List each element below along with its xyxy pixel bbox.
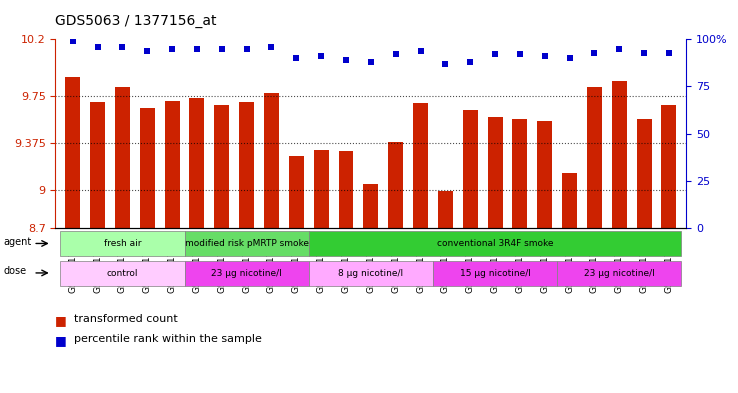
Text: GDS5063 / 1377156_at: GDS5063 / 1377156_at [55, 13, 217, 28]
FancyBboxPatch shape [61, 231, 184, 256]
Point [464, 59, 476, 65]
Text: 8 μg nicotine/l: 8 μg nicotine/l [338, 269, 404, 277]
Bar [512, 119, 528, 228]
Bar [587, 87, 602, 228]
Bar [488, 117, 503, 228]
Text: dose: dose [4, 266, 27, 276]
Bar [139, 108, 155, 228]
Text: percentile rank within the sample: percentile rank within the sample [74, 334, 262, 344]
FancyBboxPatch shape [433, 261, 557, 285]
Bar [214, 105, 230, 228]
Text: modified risk pMRTP smoke: modified risk pMRTP smoke [184, 239, 308, 248]
Text: agent: agent [4, 237, 32, 247]
Bar [363, 184, 379, 228]
FancyBboxPatch shape [308, 261, 433, 285]
Bar [264, 94, 279, 228]
Point [241, 46, 252, 52]
Point [663, 50, 675, 56]
Bar [661, 105, 677, 228]
Bar [239, 102, 254, 228]
Point [588, 50, 600, 56]
Text: 23 μg nicotine/l: 23 μg nicotine/l [584, 269, 655, 277]
Point [266, 44, 277, 50]
Bar [537, 121, 552, 228]
Text: fresh air: fresh air [103, 239, 141, 248]
Bar [388, 142, 403, 228]
Point [613, 46, 625, 52]
Bar [612, 81, 627, 228]
Point [564, 55, 576, 61]
Point [439, 61, 451, 67]
Point [340, 57, 352, 63]
Point [67, 38, 79, 44]
FancyBboxPatch shape [61, 261, 184, 285]
Bar [438, 191, 453, 228]
Bar [562, 173, 577, 228]
Point [191, 46, 203, 52]
Bar [289, 156, 304, 228]
FancyBboxPatch shape [557, 261, 681, 285]
Point [489, 51, 501, 57]
Text: 23 μg nicotine/l: 23 μg nicotine/l [211, 269, 282, 277]
Point [514, 51, 525, 57]
Bar [314, 150, 328, 228]
Bar [90, 102, 105, 228]
Bar [190, 98, 204, 228]
Point [415, 48, 427, 54]
Bar [339, 151, 354, 228]
Bar [463, 110, 477, 228]
Bar [637, 119, 652, 228]
Text: ■: ■ [55, 314, 67, 327]
Text: control: control [107, 269, 138, 277]
Point [216, 46, 228, 52]
Point [291, 55, 303, 61]
Point [539, 53, 551, 59]
FancyBboxPatch shape [184, 261, 308, 285]
Text: transformed count: transformed count [74, 314, 178, 324]
Point [390, 51, 401, 57]
FancyBboxPatch shape [308, 231, 681, 256]
Point [166, 46, 178, 52]
Bar [165, 101, 179, 228]
FancyBboxPatch shape [184, 231, 308, 256]
Point [142, 48, 154, 54]
Point [315, 53, 327, 59]
Point [365, 59, 377, 65]
Point [117, 44, 128, 50]
Bar [115, 87, 130, 228]
Bar [413, 103, 428, 228]
Text: ■: ■ [55, 334, 67, 347]
Point [92, 44, 103, 50]
Bar [65, 77, 80, 228]
Point [638, 50, 650, 56]
Text: conventional 3R4F smoke: conventional 3R4F smoke [437, 239, 554, 248]
Text: 15 μg nicotine/l: 15 μg nicotine/l [460, 269, 531, 277]
